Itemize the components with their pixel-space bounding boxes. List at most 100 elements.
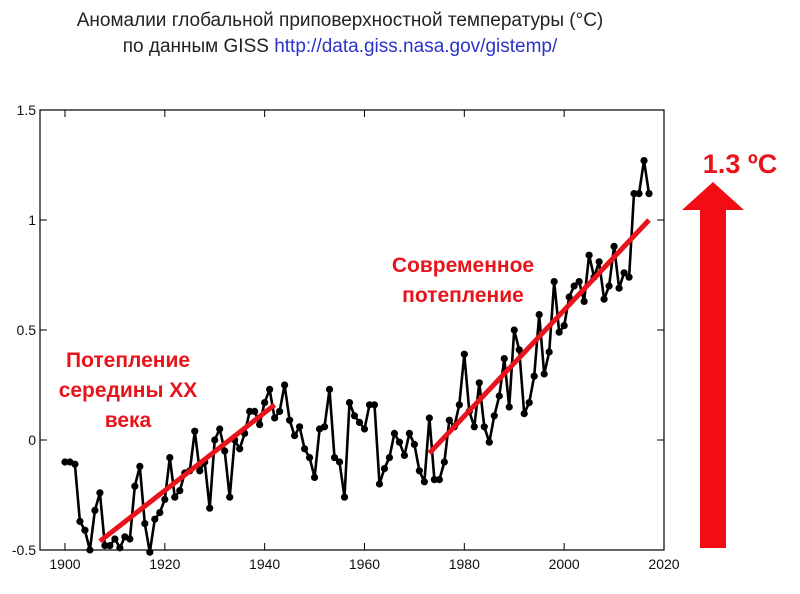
source-link[interactable]: http://data.giss.nasa.gov/gistemp/ <box>274 36 558 57</box>
data-point <box>400 451 409 459</box>
annotation-mid-century-line-2: середины XX <box>59 379 198 402</box>
data-point <box>550 278 558 286</box>
data-point <box>540 370 548 378</box>
data-point <box>570 282 578 290</box>
data-point <box>141 520 149 528</box>
data-point <box>191 427 199 435</box>
data-point <box>410 440 418 448</box>
data-point <box>575 278 583 286</box>
data-point <box>290 432 299 440</box>
data-point <box>281 381 289 389</box>
data-point <box>425 414 433 422</box>
x-tick-label: 1900 <box>49 556 80 572</box>
data-point <box>171 493 179 501</box>
data-point <box>116 544 124 552</box>
rise-arrow <box>682 182 744 548</box>
data-point <box>485 438 493 446</box>
y-tick-label: -0.5 <box>12 542 36 558</box>
annotation-modern-line-2: потепление <box>402 284 524 307</box>
data-point <box>101 542 109 550</box>
data-point <box>330 454 339 462</box>
series-line <box>61 157 653 556</box>
data-point <box>325 385 334 393</box>
data-point <box>405 429 414 437</box>
data-point <box>350 412 359 420</box>
x-tick-label: 1920 <box>149 556 180 572</box>
data-point <box>76 517 84 526</box>
data-point <box>261 399 269 407</box>
title-line-2: по данным GISS http://data.giss.nasa.gov… <box>0 34 680 60</box>
data-point <box>510 326 518 334</box>
data-point <box>370 401 379 409</box>
annotation-modern-line-1: Современное <box>392 254 534 277</box>
data-point <box>335 458 344 466</box>
data-point <box>380 465 389 473</box>
data-point <box>71 460 79 468</box>
data-point <box>271 414 279 422</box>
title-line-1: Аномалии глобальной приповерхностной тем… <box>76 10 604 31</box>
data-point <box>545 348 553 356</box>
data-point <box>385 454 394 462</box>
data-point <box>345 399 354 407</box>
data-point <box>630 190 638 198</box>
data-point <box>206 504 214 512</box>
data-point <box>196 467 204 475</box>
x-tick-label: 1940 <box>249 556 280 572</box>
data-point <box>520 410 528 418</box>
data-point <box>530 372 538 380</box>
data-point <box>256 421 264 429</box>
data-point <box>455 401 463 409</box>
data-point <box>161 495 169 503</box>
data-point <box>445 416 453 424</box>
data-point <box>266 385 274 393</box>
data-point <box>216 425 224 433</box>
data-point <box>221 447 229 455</box>
data-point <box>565 293 573 301</box>
data-point <box>375 480 384 488</box>
data-point <box>276 407 284 415</box>
data-point <box>246 407 254 415</box>
data-point <box>600 295 608 303</box>
chart-title: Аномалии глобальной приповерхностной тем… <box>0 8 680 60</box>
data-point <box>475 379 483 387</box>
data-point <box>460 350 468 358</box>
data-point <box>310 473 319 481</box>
data-point <box>146 548 154 556</box>
y-tick-label: 0 <box>28 432 36 448</box>
data-point <box>605 282 613 290</box>
data-point <box>106 542 114 550</box>
data-point <box>560 322 568 330</box>
rise-label: 1.3 ºC <box>703 149 777 179</box>
data-point <box>420 478 428 486</box>
data-point <box>286 416 294 424</box>
data-point <box>645 190 653 198</box>
x-tick-label: 2020 <box>648 556 679 572</box>
x-tick-label: 1960 <box>349 556 380 572</box>
data-point <box>300 445 309 453</box>
data-point <box>86 546 94 554</box>
data-point <box>495 392 503 400</box>
data-point <box>610 242 618 250</box>
axes: 1900 1920 1940 1960 1980 2000 2020 -0.5 0 0.5 1 1.5 <box>12 102 680 572</box>
data-point <box>555 328 563 336</box>
data-point <box>151 515 159 523</box>
data-point <box>226 493 234 501</box>
data-point <box>136 462 144 470</box>
data-point <box>166 454 174 462</box>
data-point <box>320 423 329 431</box>
data-point <box>295 423 304 431</box>
data-point <box>415 467 423 475</box>
data-point <box>81 526 89 534</box>
data-point <box>595 258 603 266</box>
y-tick-label: 1.5 <box>17 102 37 118</box>
data-point <box>535 311 543 319</box>
data-point <box>365 401 374 409</box>
data-point <box>91 506 99 514</box>
y-tick-label: 1 <box>28 212 36 228</box>
trend-line-modern <box>427 218 651 455</box>
data-point <box>470 423 478 431</box>
data-point <box>430 476 438 484</box>
data-point <box>236 445 244 453</box>
data-point <box>480 423 488 431</box>
